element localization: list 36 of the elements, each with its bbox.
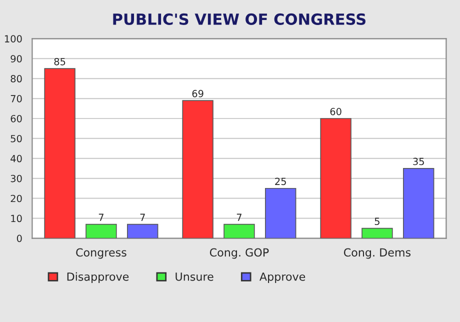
x-tick-label: Congress	[76, 248, 126, 259]
y-tick-label: 90	[10, 55, 22, 62]
y-tick-label: 80	[10, 75, 22, 82]
bar	[403, 168, 434, 238]
y-tick-label: 20	[10, 194, 22, 202]
y-tick-label: 30	[10, 174, 22, 182]
y-tick-label: 10	[11, 214, 22, 222]
bar	[362, 228, 393, 238]
data-label: 25	[275, 178, 286, 186]
bar	[44, 68, 76, 238]
legend-label: Unsure	[176, 272, 214, 281]
y-tick-label: 60	[10, 114, 22, 122]
bar	[86, 224, 117, 238]
chart-title: PUBLIC'S VIEW OF CONGRESS	[113, 13, 366, 25]
bar	[224, 224, 255, 238]
data-label: 35	[413, 158, 424, 166]
legend-label: Disapprove	[67, 272, 129, 283]
data-label: 69	[192, 90, 204, 98]
bar	[182, 100, 214, 238]
y-tick-label: 0	[16, 234, 22, 242]
bar	[265, 188, 296, 238]
x-tick-label: Cong. GOP	[210, 248, 269, 259]
data-label: 5	[374, 218, 380, 226]
data-label: 7	[98, 214, 104, 221]
bar	[127, 224, 158, 238]
data-label: 7	[140, 214, 145, 221]
x-tick-label: Cong. Dems	[344, 248, 411, 259]
y-tick-label: 70	[10, 95, 22, 102]
y-tick-label: 50	[10, 134, 22, 142]
data-label: 60	[330, 108, 342, 116]
bar	[320, 118, 352, 238]
data-label: 85	[54, 58, 66, 66]
y-tick-label: 40	[10, 154, 22, 162]
data-label: 7	[236, 214, 242, 221]
legend-label: Approve	[260, 272, 306, 283]
y-tick-label: 100	[4, 35, 22, 42]
